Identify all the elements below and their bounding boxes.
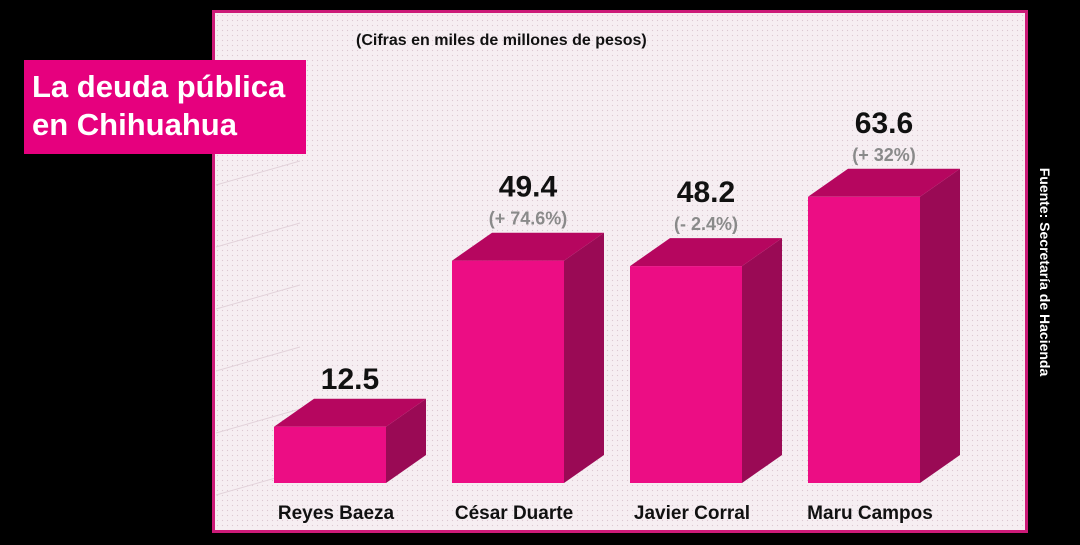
bar-change-label: (+ 74.6%): [489, 209, 568, 229]
depth-guides: [215, 160, 301, 496]
bar: [452, 260, 564, 483]
depth-guide-line: [215, 160, 301, 186]
depth-guide-line: [215, 222, 301, 248]
bar: [630, 266, 742, 483]
depth-guide-line: [215, 408, 301, 434]
bar-value-label: 48.2: [677, 176, 735, 209]
bar-side-face: [564, 232, 604, 483]
bar-side-face: [920, 168, 960, 484]
category-label: Reyes Baeza: [278, 503, 395, 524]
bar-change-label: (+ 32%): [852, 145, 916, 165]
bar-value-label: 49.4: [499, 171, 558, 204]
depth-guide-line: [215, 346, 301, 372]
source-note-container: Fuente: Secretaría de Hacienda: [1032, 10, 1058, 533]
bar-top-face: [274, 398, 426, 427]
bar-top-face: [808, 168, 960, 197]
bar-side-face: [386, 398, 426, 483]
bar-top-face: [630, 238, 782, 267]
category-label: Maru Campos: [807, 503, 933, 524]
bar-side-face: [742, 238, 782, 483]
depth-guide-line: [215, 284, 301, 310]
bar: [808, 196, 920, 484]
category-label: César Duarte: [455, 503, 573, 524]
category-label: Javier Corral: [634, 503, 750, 524]
chart-title-box: La deuda pública en Chihuahua: [24, 60, 306, 154]
bar-change-label: (- 2.4%): [674, 214, 738, 234]
bar-value-label: 63.6: [855, 107, 913, 140]
bar: [274, 426, 386, 483]
bar-value-label: 12.5: [321, 363, 379, 396]
chart-title-line-2: en Chihuahua: [32, 107, 237, 142]
chart-subtitle: (Cifras en miles de millones de pesos): [356, 32, 647, 49]
bar-top-face: [452, 232, 604, 261]
source-note: Fuente: Secretaría de Hacienda: [1037, 167, 1053, 376]
chart-title-line-1: La deuda pública: [32, 69, 286, 104]
